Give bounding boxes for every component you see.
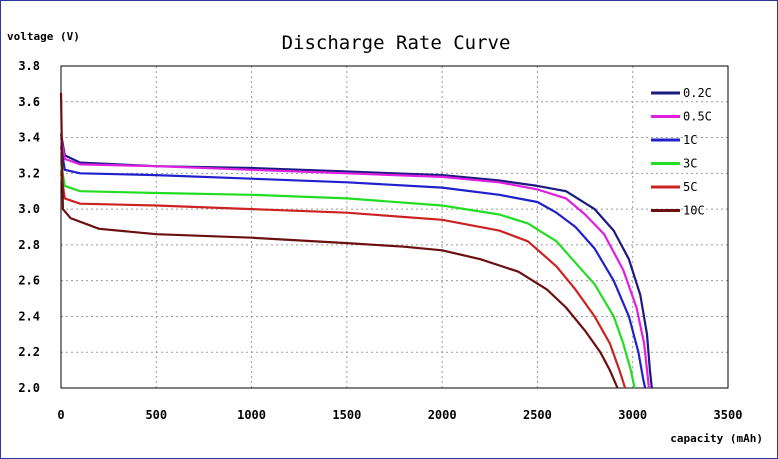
x-tick-label: 2500 [523,408,552,422]
y-tick-label: 2.8 [18,238,40,252]
y-tick-label: 3.8 [18,59,40,73]
x-tick-label: 0 [57,408,64,422]
series-line-0_5C [59,137,650,389]
y-tick-label: 3.4 [18,131,40,145]
legend-label: 1C [683,133,697,147]
series-line-3C [59,164,636,389]
series-line-10C [59,92,619,389]
y-tick-label: 2.4 [18,309,40,323]
x-tick-label: 3000 [618,408,647,422]
grid [61,66,728,388]
series-lines [59,92,653,389]
series-line-0_2C [59,133,653,389]
plot-area [60,65,729,389]
x-tick-label: 1500 [332,408,361,422]
y-tick-label: 3.2 [18,166,40,180]
x-tick-label: 2000 [428,408,457,422]
series-line-1C [59,146,647,389]
y-tick-labels: 3.8 3.6 3.4 3.2 3.0 2.8 2.6 2.4 2.2 2.0 [18,59,40,395]
y-tick-label: 3.6 [18,95,40,109]
series-line-5C [59,173,627,389]
chart-title: Discharge Rate Curve [282,32,511,54]
y-tick-label: 3.0 [18,202,40,216]
x-axis-label: capacity (mAh) [670,432,763,445]
x-tick-label: 500 [145,408,167,422]
legend-label: 10C [683,204,705,218]
x-tick-label: 1000 [237,408,266,422]
x-tick-labels: 0 500 1000 1500 2000 2500 3000 3500 [57,408,742,422]
legend-label: 5C [683,180,697,194]
legend-label: 0.5C [683,110,712,124]
legend-label: 3C [683,157,697,171]
y-axis-label: voltage (V) [7,30,80,43]
legend: 0.2C 0.5C 1C 3C 5C 10C [651,86,712,218]
y-tick-label: 2.6 [18,274,40,288]
legend-label: 0.2C [683,86,712,100]
x-tick-label: 3500 [714,408,743,422]
y-tick-label: 2.0 [18,381,40,395]
y-tick-label: 2.2 [18,345,40,359]
